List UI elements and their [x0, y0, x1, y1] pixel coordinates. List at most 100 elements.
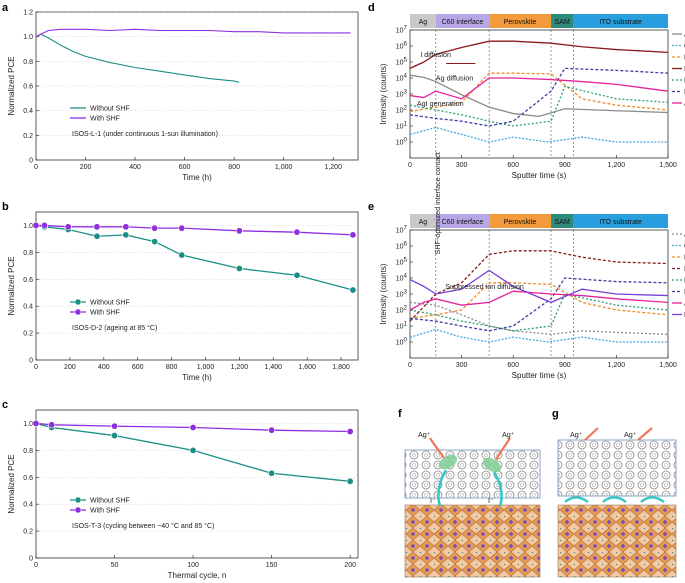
- x-axis-label: Time (h): [182, 373, 212, 382]
- data-point-with-shf: [189, 423, 197, 431]
- perovskite-lattice-g: [557, 504, 677, 578]
- panel-letter-g: g: [552, 408, 559, 420]
- y-tick-label: 103: [396, 89, 408, 99]
- schematic-g: Ag⁺ Ag⁺: [557, 427, 677, 578]
- x-tick-label: 1,000: [197, 364, 215, 371]
- perovskite-lattice: [404, 504, 541, 578]
- panel-letter-b: b: [2, 201, 9, 213]
- x-tick-label: 900: [559, 162, 571, 169]
- y-tick-label: 0.4: [23, 108, 33, 115]
- data-point-with-shf: [346, 428, 354, 436]
- y-tick-label: 101: [396, 321, 408, 331]
- panel-annotation: ISOS-T-3 (cycling between −40 °C and 85 …: [72, 522, 214, 530]
- series-agi2-line: [409, 77, 669, 100]
- data-point-with-shf: [111, 422, 119, 430]
- f-label-ag-right: Ag⁺: [502, 430, 515, 439]
- y-tick-label: 0.4: [23, 304, 33, 311]
- segment-label-c60-interface: C60 interface: [442, 19, 484, 26]
- panel-letter-d: d: [368, 2, 375, 14]
- x-tick-label: 400: [98, 364, 110, 371]
- y-tick-label: 105: [396, 257, 408, 267]
- x-tick-label: 100: [187, 562, 199, 569]
- segment-ag: [410, 14, 436, 28]
- x-tick-label: 150: [266, 562, 278, 569]
- g-label-ag-right: Ag⁺: [624, 430, 637, 439]
- segment-perovskite: [489, 14, 552, 28]
- segment-ito-substrate: [573, 14, 668, 28]
- y-tick-label: 1.0: [23, 34, 33, 41]
- x-tick-label: 200: [64, 364, 76, 371]
- y-tick-label: 104: [396, 273, 408, 283]
- x-axis-label: Time (h): [182, 173, 212, 182]
- x-tick-label: 400: [129, 164, 141, 171]
- y-tick-label: 1.2: [23, 10, 33, 17]
- data-point-with-shf: [32, 221, 40, 229]
- f-label-ag-left: Ag⁺: [418, 430, 431, 439]
- y-tick-label: 0.2: [23, 529, 33, 536]
- panel-letter-c: c: [2, 399, 8, 411]
- data-point-with-shf: [268, 426, 276, 434]
- segment-label-sam: SAM: [555, 19, 570, 26]
- y-axis-label: Normalized PCE: [7, 256, 16, 315]
- data-point-with-shf: [93, 223, 101, 231]
- legend-marker-without-shf: [74, 496, 82, 504]
- fullerene-layer-g: [557, 439, 677, 497]
- y-tick-label: 0.8: [23, 448, 33, 455]
- series-without-shf-line: [35, 224, 354, 291]
- series-agi2-line: [409, 290, 669, 311]
- segment-ag: [410, 214, 436, 228]
- data-point-without-shf: [122, 231, 130, 239]
- annotation-shf-contact: SHF-optimized interface contact: [433, 152, 442, 254]
- y-tick-label: 0.6: [23, 84, 33, 91]
- y-tick-label: 103: [396, 289, 408, 299]
- y-tick-label: 0.6: [23, 277, 33, 284]
- chart-b: 0 0.2 0.4 0.6 0.8 1.0 0 200 400 600 800 1,000 1,200 1…: [7, 211, 359, 382]
- data-point-with-shf: [349, 231, 357, 239]
- f-label-i-right: I⁻: [488, 496, 494, 505]
- legend-label-with-shf: With SHF: [90, 310, 120, 317]
- data-point-with-shf: [122, 223, 130, 231]
- data-point-with-shf: [293, 228, 301, 236]
- data-point-with-shf: [48, 421, 56, 429]
- agi-cluster-right: [482, 457, 502, 473]
- x-tick-label: 0: [408, 362, 412, 369]
- x-tick-label: 900: [559, 362, 571, 369]
- g-i-arrow-2: [602, 496, 627, 503]
- segment-label-perovskite: Perovskite: [504, 219, 537, 226]
- data-point-without-shf: [178, 251, 186, 259]
- x-tick-label: 1,500: [659, 162, 677, 169]
- x-tick-label: 800: [228, 164, 240, 171]
- legend-label-without-shf: Without SHF: [90, 300, 130, 307]
- i-arrow-right: [492, 471, 503, 507]
- annotation-agi-generation: AgI generation: [417, 99, 464, 108]
- y-tick-label: 0.2: [23, 331, 33, 338]
- segment-label-sam: SAM: [555, 219, 570, 226]
- data-point-with-shf: [235, 227, 243, 235]
- legend-label-with-shf: With SHF: [90, 508, 120, 515]
- ag-arrow-right: [495, 437, 511, 461]
- y-tick-label: 1.0: [23, 421, 33, 428]
- chart-c: 0 0.2 0.4 0.6 0.8 1.0 0 50 100 150 200 Thermal cycl…: [7, 409, 359, 580]
- x-tick-label: 1,400: [264, 364, 282, 371]
- x-tick-label: 50: [111, 562, 119, 569]
- x-tick-label: 0: [34, 562, 38, 569]
- plot-frame: [35, 409, 359, 559]
- x-tick-label: 1,200: [231, 364, 249, 371]
- data-point-with-shf: [32, 419, 40, 427]
- series-po3-line: [409, 85, 669, 127]
- segment-perovskite: [489, 214, 552, 228]
- y-tick-label: 105: [396, 57, 408, 67]
- chart-a: 0 0.2 0.4 0.6 0.8 1.0 1.2 0 200 400 600 800 1,000 1,2…: [7, 10, 359, 182]
- x-tick-label: 1,800: [332, 364, 350, 371]
- y-tick-label: 104: [396, 73, 408, 83]
- segment-ito-substrate: [573, 214, 668, 228]
- data-point-without-shf: [235, 265, 243, 273]
- segment-c60-interface: [435, 14, 490, 28]
- series-ino2-line: [409, 277, 669, 332]
- series-f-line: [409, 269, 669, 304]
- series-pbi2-line: [409, 282, 669, 320]
- x-tick-label: 300: [456, 362, 468, 369]
- legend-marker-with-shf: [74, 506, 82, 514]
- i-arrow-left: [437, 469, 448, 507]
- agi-cluster-left: [438, 454, 458, 470]
